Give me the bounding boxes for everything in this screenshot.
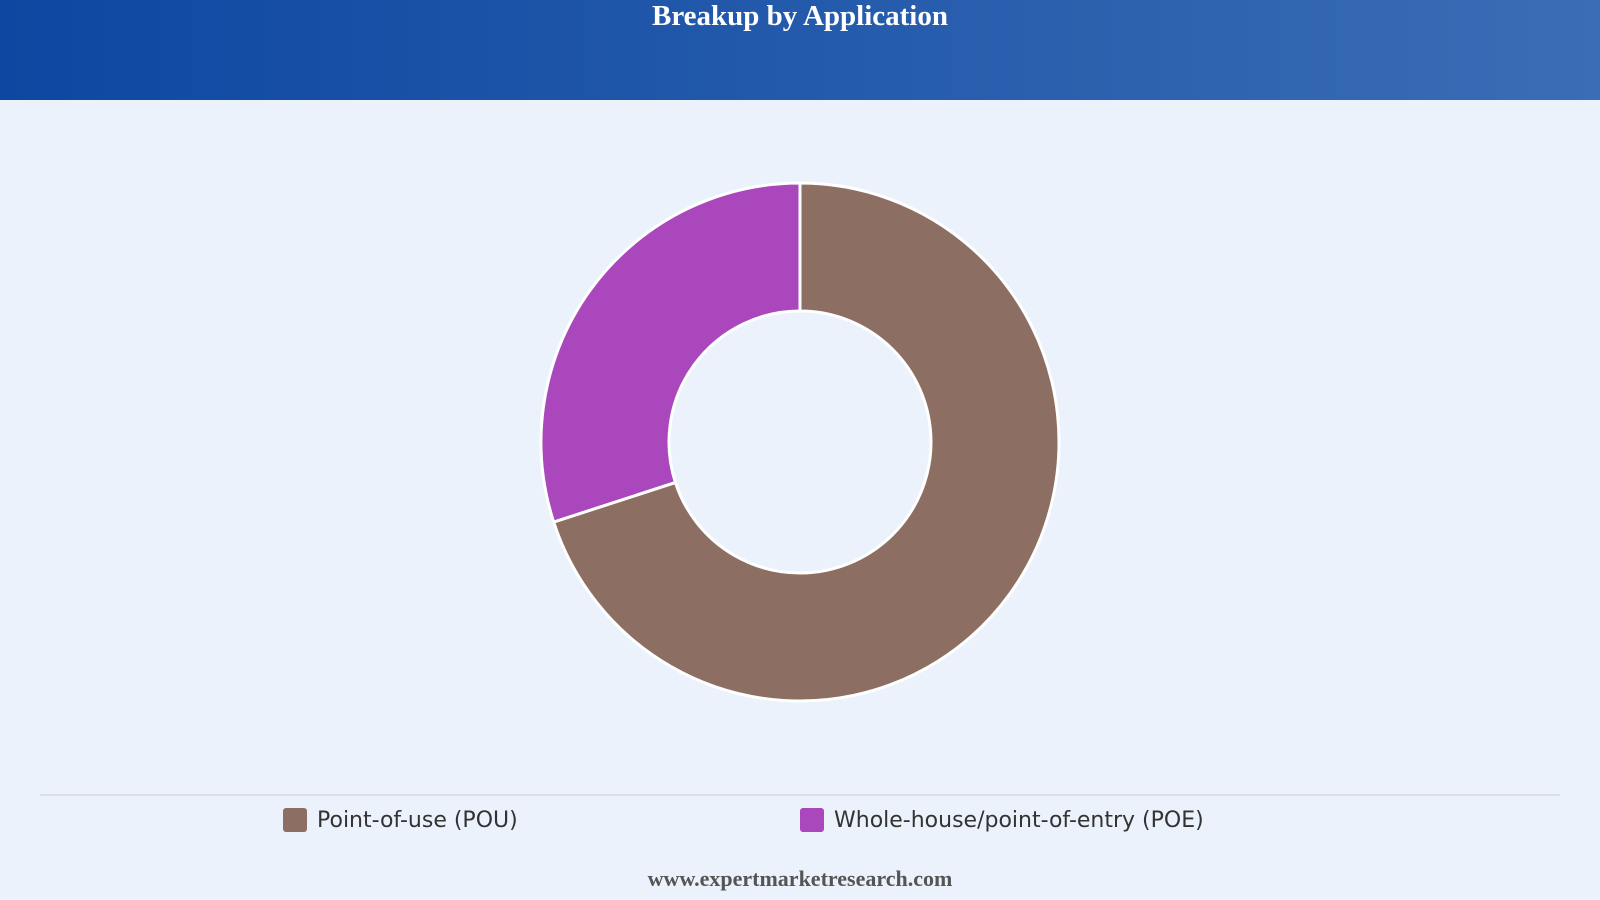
footer: www.expertmarketresearch.com <box>647 866 953 891</box>
donut-slice <box>551 181 1061 703</box>
legend-swatch <box>283 808 307 832</box>
legend-swatch <box>800 808 824 832</box>
chart-title: Breakup by Application <box>651 0 948 32</box>
header: Breakup by Application <box>0 0 1600 100</box>
chart: Point-of-use (POU) Whole-house/point-of-e… <box>40 181 1560 833</box>
legend-label: Point-of-use (POU) <box>317 808 518 833</box>
legend-label: Whole-house/point-of-entry (POE) <box>834 808 1204 833</box>
donut-slice <box>539 181 802 524</box>
